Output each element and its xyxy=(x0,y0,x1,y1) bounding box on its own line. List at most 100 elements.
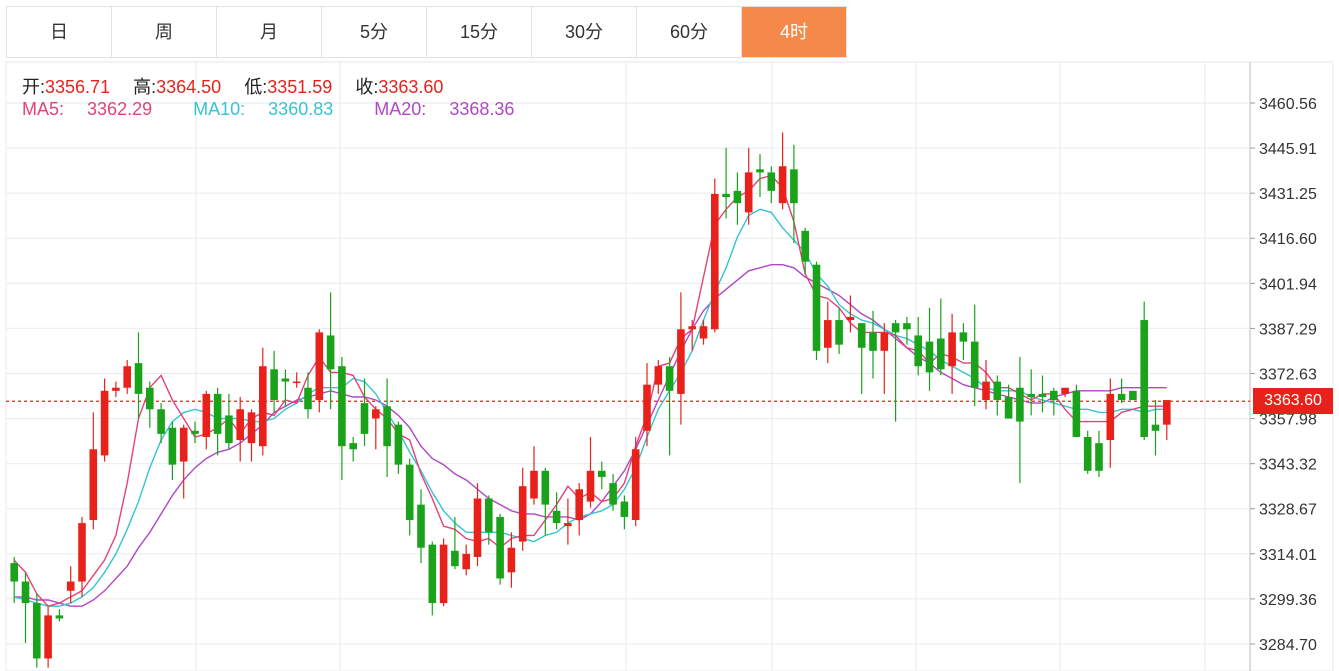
candle xyxy=(1095,430,1103,477)
y-tick-label: 3372.63 xyxy=(1259,367,1317,384)
candle-body xyxy=(394,424,403,465)
candle xyxy=(767,166,776,204)
tab-30min[interactable]: 30分 xyxy=(532,7,637,57)
ma20-label: MA20: xyxy=(374,99,427,119)
candle xyxy=(179,424,188,499)
candle-body xyxy=(699,326,708,339)
y-tick-label: 3460.56 xyxy=(1259,96,1317,113)
high-label: 高: xyxy=(133,77,157,97)
candle-body xyxy=(1050,390,1058,401)
candle-body xyxy=(405,464,414,521)
candle-body xyxy=(598,470,606,477)
candle-body xyxy=(982,381,990,401)
candle-body xyxy=(993,381,1002,401)
candle xyxy=(191,421,199,444)
candle xyxy=(914,316,922,376)
candle-body xyxy=(778,166,787,204)
y-tick-label: 3445.91 xyxy=(1259,141,1317,158)
tab-week[interactable]: 周 xyxy=(112,7,217,57)
candle xyxy=(1072,384,1081,437)
candle-body xyxy=(733,190,742,204)
candle xyxy=(857,323,866,394)
candle xyxy=(225,393,233,450)
candle xyxy=(89,412,98,530)
candle-body xyxy=(134,363,143,394)
candle-body xyxy=(100,390,109,456)
current-price-tag: 3363.60 xyxy=(1253,388,1333,415)
candle-body xyxy=(620,501,629,517)
tab-month[interactable]: 月 xyxy=(217,7,322,57)
tab-60min[interactable]: 60分 xyxy=(637,7,742,57)
candle-body xyxy=(179,427,188,462)
candle-body xyxy=(225,415,233,444)
candle xyxy=(428,541,437,616)
price-axis: 3460.56 3445.91 3431.25 3416.60 3401.94 3387.… xyxy=(1250,96,1317,654)
low-label: 低: xyxy=(244,77,268,97)
candle-body xyxy=(1016,387,1024,422)
candle-body xyxy=(428,544,437,604)
y-tick-label: 3284.70 xyxy=(1259,637,1317,654)
candle-body xyxy=(654,366,663,385)
ma-readout: MA5: 3362.29 MA10: 3360.83 MA20: 3368.36 xyxy=(22,99,550,120)
candle xyxy=(1151,400,1160,456)
candle xyxy=(451,516,459,570)
candle-body xyxy=(473,498,482,557)
candle-body xyxy=(1072,390,1081,437)
ma10-label: MA10: xyxy=(193,99,246,119)
period-tabs: 日 周 月 5分 15分 30分 60分 4时 xyxy=(6,6,847,58)
candle xyxy=(112,381,120,397)
candle-body xyxy=(383,406,391,447)
candle xyxy=(564,498,572,545)
candle xyxy=(10,556,18,604)
candle xyxy=(688,320,696,351)
candle xyxy=(78,516,86,597)
candle-body xyxy=(259,366,267,447)
candle-body xyxy=(168,427,177,465)
candle xyxy=(1163,400,1171,441)
y-tick-label: 3357.98 xyxy=(1259,412,1317,429)
candle xyxy=(891,320,900,422)
candle xyxy=(383,378,391,477)
candle-body xyxy=(643,384,651,431)
candle xyxy=(281,369,290,407)
candle xyxy=(1050,387,1058,416)
candle xyxy=(677,292,685,425)
candle-body xyxy=(835,320,843,345)
candle xyxy=(937,298,945,376)
candle-body xyxy=(21,581,30,604)
candle-body xyxy=(10,563,18,582)
low-value: 3351.59 xyxy=(267,77,333,97)
candle-body xyxy=(665,366,674,391)
candle xyxy=(824,301,832,364)
candle-body xyxy=(507,547,516,573)
candle-body xyxy=(349,443,357,450)
candle xyxy=(349,436,357,462)
tab-day[interactable]: 日 xyxy=(7,7,112,57)
ma5-value: 3362.29 xyxy=(87,99,153,119)
candle-body xyxy=(609,483,617,505)
candle xyxy=(880,323,889,394)
candle-body xyxy=(146,387,154,410)
ohlc-readout: 开:3356.71 高:3364.50 低:3351.59 收:3363.60 xyxy=(22,73,461,99)
candle-body xyxy=(360,403,369,434)
candle-body xyxy=(518,486,527,542)
tab-5min[interactable]: 5分 xyxy=(322,7,427,57)
candle xyxy=(439,538,448,607)
candle-body xyxy=(756,169,764,173)
candle xyxy=(948,313,956,394)
candle-body xyxy=(812,264,821,351)
candle-body xyxy=(801,230,809,262)
tab-15min[interactable]: 15分 xyxy=(427,7,532,57)
high-value: 3364.50 xyxy=(156,77,222,97)
candle xyxy=(609,473,617,511)
candle xyxy=(1004,384,1013,419)
candle-series xyxy=(10,132,1171,668)
candle xyxy=(665,356,674,456)
tab-4hour[interactable]: 4时 xyxy=(742,7,847,57)
candle-body xyxy=(417,504,425,548)
candle xyxy=(1117,378,1126,404)
candle-body xyxy=(213,393,222,434)
candle xyxy=(21,572,30,644)
candle-body xyxy=(304,387,312,410)
candle-body xyxy=(1027,393,1035,397)
